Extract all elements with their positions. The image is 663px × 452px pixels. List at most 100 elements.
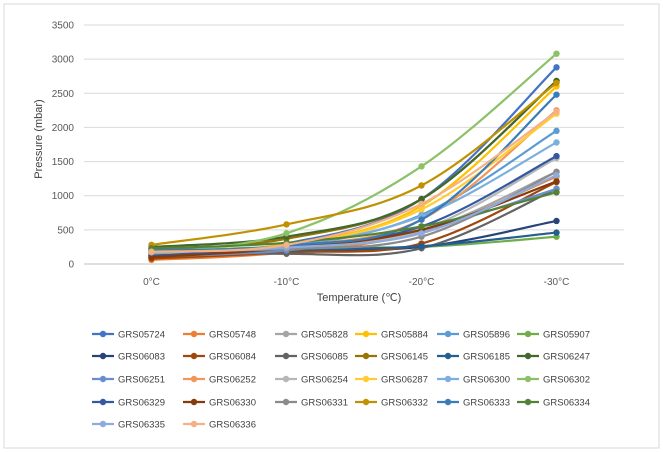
- x-tick-label: 0°C: [143, 277, 160, 288]
- data-point: [553, 139, 560, 146]
- legend-label: GRS06331: [301, 398, 348, 409]
- data-point: [418, 206, 425, 213]
- data-point: [553, 91, 560, 98]
- legend-item: GRS06185: [437, 352, 510, 363]
- legend-swatch-marker: [362, 398, 370, 406]
- data-point: [418, 163, 425, 170]
- data-point: [418, 243, 425, 250]
- legend-item: GRS05884: [355, 330, 428, 341]
- legend-label: GRS06254: [301, 375, 348, 386]
- legend-label: GRS06336: [209, 420, 256, 431]
- y-tick-label: 3500: [52, 21, 75, 32]
- legend-swatch-marker: [282, 352, 290, 360]
- legend-label: GRS06335: [118, 420, 165, 431]
- y-tick-label: 2000: [52, 123, 75, 134]
- legend-item: GRS05828: [275, 330, 348, 341]
- x-axis-ticks: 0°C -10°C -20°C -30°C: [143, 277, 569, 288]
- legend-label: GRS06330: [209, 398, 256, 409]
- y-tick-label: 2500: [52, 89, 75, 100]
- data-point: [553, 152, 560, 160]
- series-GRS06336: [148, 108, 560, 255]
- legend-item: GRS06333: [437, 398, 510, 409]
- series-layer: [148, 50, 560, 264]
- series-line: [150, 81, 558, 246]
- legend-label: GRS06300: [463, 375, 510, 386]
- legend-item: GRS06336: [183, 420, 256, 431]
- legend-item: GRS05724: [92, 330, 165, 341]
- legend-label: GRS06252: [209, 375, 256, 386]
- legend-item: GRS06083: [92, 352, 165, 363]
- data-point: [418, 216, 425, 223]
- legend-item: GRS06332: [355, 398, 428, 409]
- legend-item: GRS06084: [183, 352, 256, 363]
- series-line: [150, 191, 558, 250]
- legend-swatch-marker: [444, 330, 452, 338]
- legend-item: GRS06330: [183, 398, 256, 409]
- legend-swatch-marker: [362, 352, 370, 360]
- legend-swatch-marker: [282, 398, 290, 406]
- legend-label: GRS06334: [543, 398, 590, 409]
- legend-label: GRS06287: [381, 375, 428, 386]
- series-line: [150, 110, 558, 253]
- legend-label: GRS05748: [209, 330, 256, 341]
- legend-swatch-marker: [190, 352, 198, 360]
- legend-label: GRS06302: [543, 375, 590, 386]
- legend-swatch-marker: [99, 375, 107, 383]
- legend-item: GRS06085: [275, 352, 348, 363]
- data-point: [418, 200, 425, 208]
- data-point: [148, 248, 155, 255]
- legend-label: GRS06247: [543, 352, 590, 363]
- legend-swatch-marker: [444, 352, 452, 360]
- chart-border: [3, 3, 660, 449]
- legend-swatch-marker: [190, 330, 198, 338]
- x-tick-label: -20°C: [409, 277, 435, 288]
- legend-label: GRS06329: [118, 398, 165, 409]
- y-tick-label: 1500: [52, 157, 75, 168]
- series-line: [150, 79, 558, 249]
- legend-swatch-marker: [524, 330, 532, 338]
- legend-item: GRS05907: [517, 330, 590, 341]
- legend-item: GRS06331: [275, 398, 348, 409]
- legend-swatch-marker: [524, 398, 532, 406]
- data-point: [283, 230, 290, 237]
- y-tick-label: 0: [68, 260, 74, 271]
- data-point: [553, 127, 560, 135]
- legend-item: GRS06302: [517, 375, 590, 386]
- legend-swatch-marker: [190, 420, 198, 428]
- legend-item: GRS06329: [92, 398, 165, 409]
- legend-label: GRS06145: [381, 352, 428, 363]
- data-point: [553, 172, 560, 179]
- data-point: [553, 108, 560, 115]
- data-point: [418, 223, 425, 230]
- y-tick-label: 500: [57, 225, 74, 236]
- x-tick-label: -30°C: [544, 277, 570, 288]
- legend-item: GRS06254: [275, 375, 348, 386]
- data-point: [148, 253, 155, 261]
- legend-label: GRS05907: [543, 330, 590, 341]
- data-point: [283, 221, 290, 228]
- legend-swatch-marker: [444, 398, 452, 406]
- legend: GRS05724 GRS05748 GRS05828 GRS05884 GRS05896…: [92, 330, 590, 431]
- legend-label: GRS06185: [463, 352, 510, 363]
- legend-item: GRS06145: [355, 352, 428, 363]
- series-line: [150, 180, 558, 260]
- legend-label: GRS06333: [463, 398, 510, 409]
- data-point: [553, 50, 560, 57]
- legend-swatch-marker: [190, 375, 198, 383]
- legend-label: GRS06085: [301, 352, 348, 363]
- legend-item: GRS06252: [183, 375, 256, 386]
- data-point: [283, 241, 290, 249]
- legend-item: GRS06334: [517, 398, 590, 409]
- legend-swatch-marker: [362, 330, 370, 338]
- legend-swatch-marker: [99, 352, 107, 360]
- legend-label: GRS05828: [301, 330, 348, 341]
- legend-swatch-marker: [190, 398, 198, 406]
- x-axis-title: Temperature (℃): [317, 292, 402, 304]
- legend-swatch-marker: [524, 352, 532, 360]
- legend-label: GRS06251: [118, 375, 165, 386]
- series-line: [150, 93, 558, 252]
- legend-label: GRS05724: [118, 330, 165, 341]
- legend-swatch-marker: [444, 375, 452, 383]
